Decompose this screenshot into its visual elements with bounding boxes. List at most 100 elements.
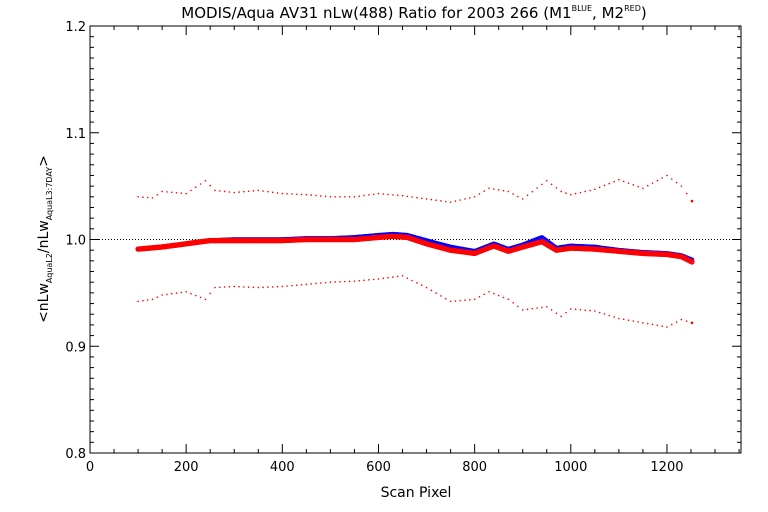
data-point — [223, 190, 226, 193]
data-point — [180, 291, 183, 294]
data-point — [334, 281, 337, 283]
data-point — [353, 196, 356, 198]
data-point — [521, 309, 524, 311]
data-point — [594, 188, 596, 191]
data-point — [517, 305, 519, 308]
data-point — [363, 279, 365, 282]
data-point — [555, 312, 558, 314]
data-point — [166, 293, 168, 296]
data-point — [690, 321, 694, 325]
data-point — [363, 194, 365, 197]
data-point — [507, 298, 510, 301]
data-point — [305, 193, 308, 196]
data-point — [574, 192, 577, 195]
data-point — [430, 289, 433, 292]
data-point — [334, 196, 337, 198]
ylabel-sub2: AquaL3:7DAY — [45, 167, 54, 221]
data-point — [204, 179, 207, 182]
data-point — [541, 306, 543, 309]
data-point — [613, 316, 615, 318]
data-point — [526, 194, 529, 197]
data-point — [247, 286, 250, 288]
data-point — [233, 191, 236, 194]
data-point — [348, 196, 351, 198]
data-point — [526, 308, 529, 311]
data-point — [319, 282, 322, 284]
data-point — [199, 296, 202, 299]
data-point — [661, 325, 663, 327]
ylabel-c: > — [36, 155, 52, 167]
data-point — [392, 194, 394, 196]
data-point — [214, 189, 216, 192]
data-point — [675, 321, 678, 323]
data-point — [310, 283, 312, 285]
data-point — [502, 296, 505, 299]
data-point — [146, 299, 149, 301]
x-axis-label: Scan Pixel — [381, 485, 452, 501]
data-point — [185, 192, 187, 195]
data-point — [353, 280, 356, 282]
data-point — [690, 199, 694, 203]
data-point — [618, 178, 620, 181]
data-point — [531, 307, 534, 310]
data-point — [257, 286, 260, 289]
data-point — [185, 291, 187, 293]
data-point — [377, 192, 380, 195]
data-point — [209, 184, 211, 187]
data-point — [517, 195, 519, 198]
data-point — [219, 190, 221, 192]
data-point — [156, 296, 159, 298]
data-point — [632, 184, 635, 186]
data-point — [315, 282, 317, 285]
x-tick-label: 1000 — [554, 460, 587, 475]
data-point — [161, 294, 163, 296]
data-point — [392, 276, 394, 278]
data-point — [267, 190, 269, 193]
data-point — [368, 279, 370, 281]
data-point — [262, 190, 264, 192]
data-point — [449, 201, 452, 203]
data-point — [497, 294, 500, 297]
data-point — [348, 280, 351, 283]
data-point — [382, 193, 385, 195]
data-point — [512, 302, 514, 304]
data-point — [440, 200, 442, 202]
data-point — [300, 193, 303, 196]
data-point — [406, 195, 409, 198]
y-tick-label: 1.0 — [65, 234, 86, 249]
data-point — [276, 192, 279, 194]
data-point — [243, 190, 245, 193]
axis-ticks — [89, 25, 741, 454]
data-point — [574, 308, 577, 311]
data-point — [142, 299, 144, 302]
data-point — [454, 300, 457, 302]
data-point — [565, 311, 567, 314]
data-point — [382, 277, 385, 280]
data-point — [444, 200, 447, 203]
data-point — [295, 284, 298, 286]
data-point — [420, 284, 423, 286]
data-point — [661, 177, 663, 179]
data-point — [632, 320, 635, 322]
data-point — [670, 178, 673, 180]
data-point — [469, 197, 471, 199]
data-point — [646, 184, 649, 187]
data-point — [594, 310, 596, 312]
data-point — [387, 276, 389, 279]
data-point — [536, 307, 538, 309]
data-point — [166, 191, 168, 193]
title-main: MODIS/Aqua AV31 nLw(488) Ratio for 2003 … — [181, 4, 571, 22]
data-point — [411, 279, 413, 282]
data-point — [339, 196, 341, 198]
data-point — [194, 186, 197, 188]
data-point — [560, 190, 562, 193]
data-point — [324, 195, 327, 198]
data-point — [286, 285, 288, 287]
data-points — [135, 174, 695, 328]
data-point — [267, 286, 269, 288]
data-point — [396, 194, 399, 197]
data-point — [478, 193, 481, 195]
data-point — [618, 317, 620, 320]
data-point — [627, 319, 630, 322]
data-point — [300, 283, 303, 286]
